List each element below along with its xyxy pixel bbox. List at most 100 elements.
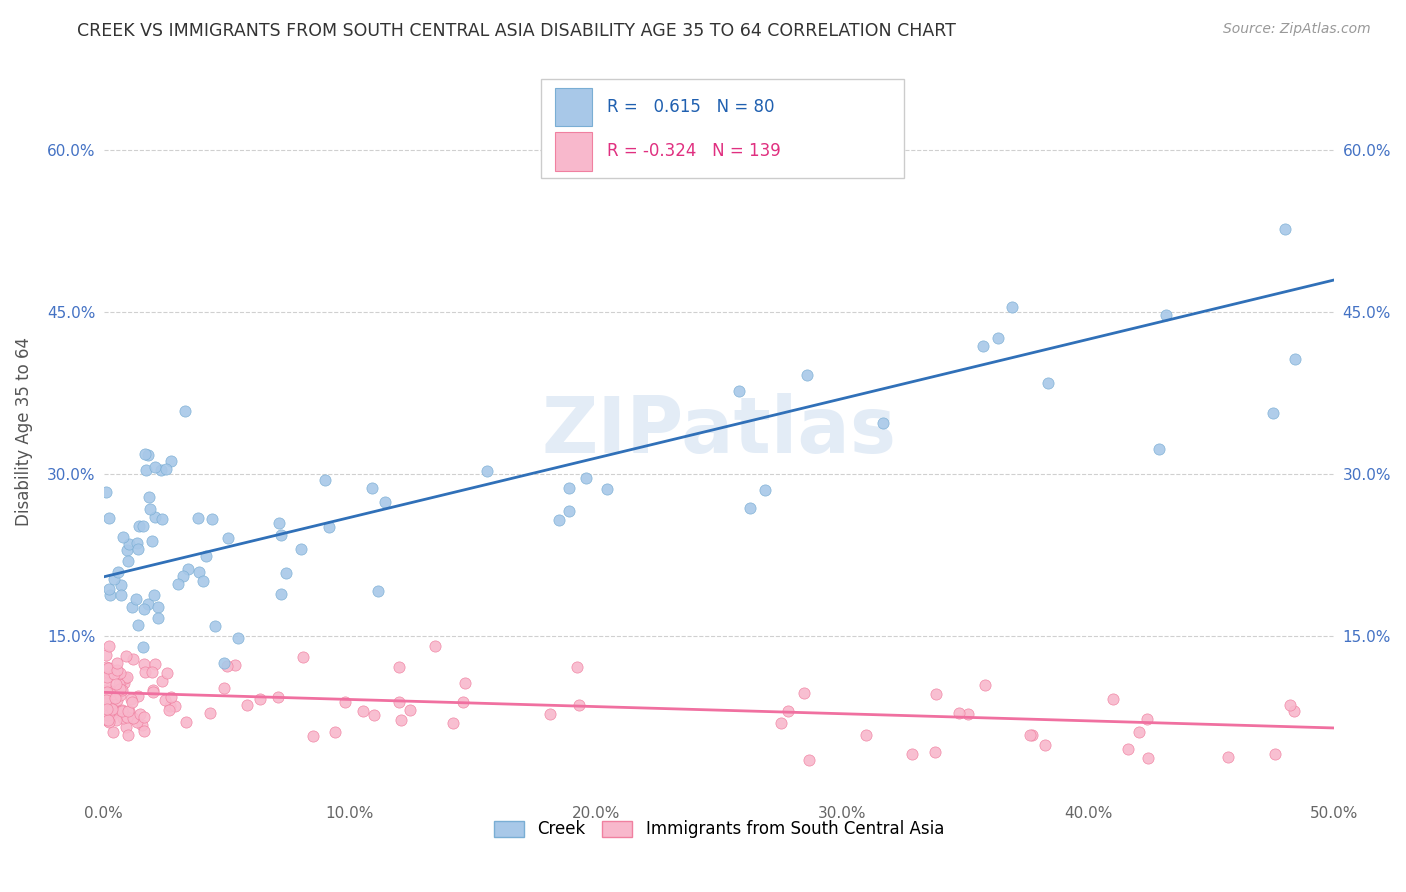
- Point: [96, 713, 118, 727]
- Point: [96, 660, 118, 674]
- Point: [111, 705, 134, 719]
- Point: [98, 701, 121, 715]
- Legend: Creek, Immigrants from South Central Asia: Creek, Immigrants from South Central Asi…: [488, 814, 950, 845]
- Point: [1218, 750, 1240, 764]
- Point: [423, 639, 446, 653]
- Point: [141, 534, 163, 549]
- Point: [96, 485, 118, 500]
- Point: [134, 657, 156, 671]
- Point: [195, 549, 218, 563]
- Point: [134, 710, 156, 724]
- Point: [97, 665, 120, 680]
- Point: [793, 686, 815, 700]
- Point: [134, 447, 156, 461]
- Point: [125, 591, 148, 606]
- Point: [212, 656, 235, 670]
- Point: [120, 692, 142, 706]
- Point: [1021, 728, 1043, 742]
- Point: [115, 670, 138, 684]
- Point: [148, 611, 170, 625]
- Point: [110, 688, 132, 702]
- Point: [149, 463, 172, 477]
- Point: [558, 481, 581, 495]
- Point: [96, 685, 118, 699]
- Text: R =   0.615   N = 80: R = 0.615 N = 80: [607, 97, 775, 116]
- Point: [797, 753, 820, 767]
- Point: [335, 694, 357, 708]
- Point: [143, 460, 166, 475]
- Point: [855, 728, 877, 742]
- Point: [754, 483, 776, 497]
- Point: [1019, 728, 1042, 742]
- Point: [217, 659, 239, 673]
- Point: [100, 665, 122, 679]
- Point: [96, 670, 118, 684]
- Point: [97, 708, 120, 723]
- Point: [121, 710, 143, 724]
- Point: [101, 706, 124, 720]
- Point: [115, 648, 138, 663]
- Point: [1264, 747, 1286, 761]
- Point: [155, 665, 177, 680]
- Point: [100, 693, 122, 707]
- Point: [1136, 712, 1159, 726]
- Point: [117, 704, 139, 718]
- Point: [352, 704, 374, 718]
- Point: [100, 700, 122, 714]
- Point: [108, 682, 131, 697]
- Point: [193, 574, 215, 588]
- Point: [159, 698, 181, 713]
- Point: [568, 698, 591, 712]
- Point: [1001, 300, 1024, 314]
- Point: [1156, 308, 1178, 322]
- Point: [389, 713, 412, 727]
- Point: [174, 403, 197, 417]
- Point: [101, 685, 124, 699]
- Point: [96, 695, 118, 709]
- Point: [270, 587, 292, 601]
- Point: [153, 692, 176, 706]
- Point: [132, 640, 155, 655]
- Point: [318, 520, 340, 534]
- Point: [127, 542, 149, 557]
- Point: [127, 689, 149, 703]
- Point: [96, 713, 118, 727]
- Point: [104, 704, 127, 718]
- Point: [98, 640, 121, 654]
- Point: [122, 710, 145, 724]
- Point: [796, 368, 818, 383]
- Point: [115, 720, 138, 734]
- Point: [112, 711, 135, 725]
- Point: [163, 699, 186, 714]
- Point: [115, 709, 138, 723]
- Point: [172, 569, 194, 583]
- Point: [388, 695, 411, 709]
- Point: [101, 725, 124, 739]
- Point: [125, 715, 148, 730]
- Point: [96, 707, 118, 722]
- Point: [201, 512, 224, 526]
- Point: [98, 706, 121, 721]
- Point: [957, 706, 980, 721]
- Point: [121, 695, 143, 709]
- Text: CREEK VS IMMIGRANTS FROM SOUTH CENTRAL ASIA DISABILITY AGE 35 TO 64 CORRELATION : CREEK VS IMMIGRANTS FROM SOUTH CENTRAL A…: [77, 22, 956, 40]
- Point: [115, 542, 138, 557]
- Point: [104, 677, 127, 691]
- Point: [292, 650, 315, 665]
- Point: [97, 698, 120, 713]
- Point: [105, 656, 128, 670]
- Point: [101, 687, 124, 701]
- Point: [236, 698, 259, 713]
- Point: [948, 706, 970, 721]
- Point: [134, 665, 156, 679]
- Point: [325, 724, 347, 739]
- Point: [136, 598, 159, 612]
- Point: [1278, 698, 1301, 713]
- Point: [972, 339, 994, 353]
- Point: [114, 671, 136, 685]
- Point: [538, 706, 561, 721]
- Point: [105, 664, 128, 678]
- Point: [141, 665, 163, 679]
- Point: [128, 519, 150, 533]
- Point: [1128, 725, 1150, 739]
